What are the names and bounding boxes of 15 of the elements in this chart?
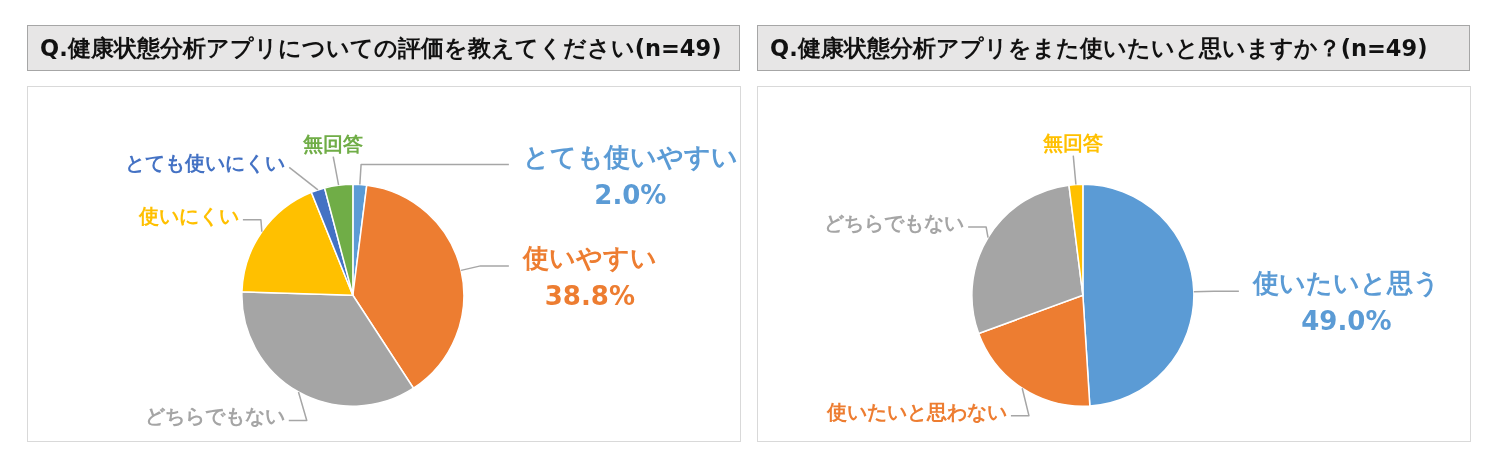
slice-label: とても使いにくい [125,151,286,176]
chart-title: Q.健康状態分析アプリについての評価を教えてください(n=49) [40,33,722,63]
slice-label: 無回答 [1042,130,1104,155]
data-label: 38.8% [544,280,635,311]
chart-title: Q.健康状態分析アプリをまた使いたいと思いますか？(n=49) [770,33,1428,63]
slice-label: 使いやすい [521,242,657,273]
data-label: 2.0% [594,179,667,210]
slice-label: どちらでもない [144,404,285,429]
slice-label: どちらでもない [824,211,965,236]
slice-label: 使いたいと思う [1251,268,1440,299]
slice-label: 使いにくい [137,203,239,228]
slice-label: 使いたいと思わない [825,399,1007,424]
slice-label: 無回答 [302,131,364,156]
data-label: 49.0% [1301,306,1392,337]
slice-label: とても使いやすい [522,141,738,172]
